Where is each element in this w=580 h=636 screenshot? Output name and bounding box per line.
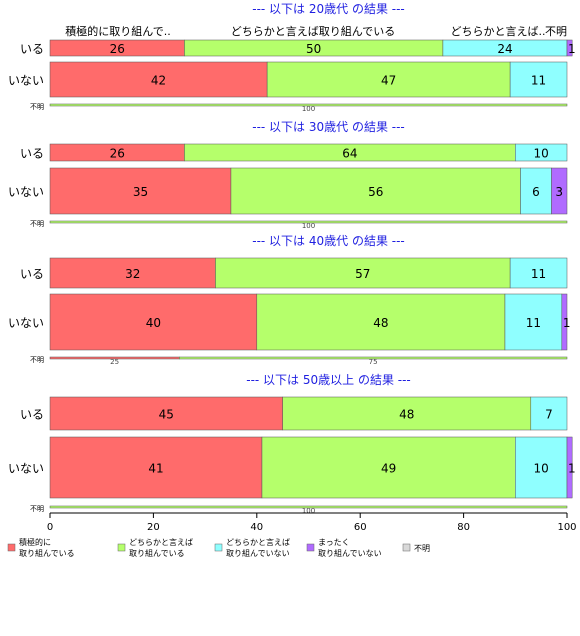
bar-segment bbox=[509, 257, 568, 289]
data-label: 56 bbox=[368, 185, 383, 199]
bar-segment bbox=[504, 293, 563, 351]
data-label: 10 bbox=[534, 147, 549, 161]
bar-segment bbox=[230, 167, 521, 215]
x-tick-label: 60 bbox=[354, 522, 367, 533]
bar-segment bbox=[561, 293, 568, 351]
bar-segment bbox=[49, 293, 258, 351]
row-label: いる bbox=[20, 147, 44, 161]
data-label: 24 bbox=[497, 42, 512, 56]
x-tick-label: 20 bbox=[147, 522, 160, 533]
data-label: 1 bbox=[568, 462, 576, 476]
bar-segment bbox=[266, 61, 511, 98]
data-label: 41 bbox=[148, 462, 163, 476]
top-category-label: どちらかと言えば取り組んでいる bbox=[231, 25, 395, 38]
data-label: 1 bbox=[563, 316, 571, 330]
bar-segment bbox=[256, 293, 506, 351]
data-label: 26 bbox=[110, 42, 125, 56]
data-label: 40 bbox=[146, 316, 161, 330]
bar-segment bbox=[520, 167, 552, 215]
data-label: 7 bbox=[545, 408, 553, 422]
legend-swatch bbox=[214, 543, 223, 552]
bar-segment bbox=[530, 396, 568, 431]
data-label: 57 bbox=[355, 267, 370, 281]
row-label: いない bbox=[8, 185, 44, 199]
row-label: いない bbox=[8, 74, 44, 88]
data-label: 49 bbox=[381, 462, 396, 476]
bar-segment bbox=[49, 220, 568, 224]
row-label: いる bbox=[20, 267, 44, 281]
bar-segment bbox=[551, 167, 568, 215]
bar-segment bbox=[49, 257, 216, 289]
top-category-label: 不明 bbox=[545, 25, 567, 38]
data-label: 25 bbox=[110, 358, 119, 366]
group-title: --- 以下は 20歳代 の結果 --- bbox=[252, 2, 405, 16]
data-label: 10 bbox=[534, 462, 549, 476]
data-label: 35 bbox=[133, 185, 148, 199]
row-label: いる bbox=[20, 408, 44, 422]
bar-segment bbox=[49, 61, 268, 98]
data-label: 45 bbox=[159, 408, 174, 422]
data-label: 42 bbox=[151, 74, 166, 88]
data-label: 100 bbox=[302, 222, 315, 230]
data-label: 64 bbox=[342, 147, 357, 161]
legend-swatch bbox=[117, 543, 126, 552]
bar-segment bbox=[515, 436, 568, 499]
data-label: 6 bbox=[532, 185, 540, 199]
row-label: 不明 bbox=[30, 356, 44, 364]
bar-segment bbox=[282, 396, 532, 431]
bar-segment bbox=[566, 39, 573, 57]
legend-label: 積極的に取り組んでいる bbox=[19, 537, 75, 558]
data-label: 1 bbox=[568, 42, 576, 56]
group-title: --- 以下は 50歳以上 の結果 --- bbox=[246, 373, 411, 387]
row-label: いない bbox=[8, 316, 44, 330]
row-label: いる bbox=[20, 42, 44, 56]
x-tick-label: 100 bbox=[557, 522, 576, 533]
legend-label: まったく取り組んでいない bbox=[318, 538, 382, 558]
bar-segment bbox=[49, 505, 568, 509]
top-category-label: 積極的に取り組んで.. bbox=[65, 24, 170, 38]
group-title: --- 以下は 40歳代 の結果 --- bbox=[252, 234, 405, 248]
data-label: 50 bbox=[306, 42, 321, 56]
legend-label: 不明 bbox=[414, 544, 430, 553]
legend-swatch bbox=[7, 543, 16, 552]
data-label: 100 bbox=[302, 507, 315, 515]
data-label: 48 bbox=[373, 316, 388, 330]
data-label: 11 bbox=[531, 267, 546, 281]
legend-label: どちらかと言えば取り組んでいる bbox=[129, 537, 193, 558]
data-label: 75 bbox=[369, 358, 378, 366]
bar-segment bbox=[261, 436, 516, 499]
bar-segment bbox=[515, 143, 568, 162]
top-category-label: どちらかと言えば.. bbox=[451, 25, 546, 38]
data-label: 100 bbox=[302, 105, 315, 113]
data-label: 32 bbox=[125, 267, 140, 281]
bar-segment bbox=[179, 356, 568, 360]
legend-swatch bbox=[306, 543, 315, 552]
row-label: 不明 bbox=[30, 103, 44, 111]
x-tick-label: 0 bbox=[47, 522, 53, 533]
bar-segment bbox=[215, 257, 511, 289]
row-label: いない bbox=[8, 462, 44, 476]
row-label: 不明 bbox=[30, 505, 44, 513]
row-label: 不明 bbox=[30, 220, 44, 228]
data-label: 3 bbox=[555, 185, 563, 199]
group-title: --- 以下は 30歳代 の結果 --- bbox=[252, 120, 405, 134]
data-label: 47 bbox=[381, 74, 396, 88]
data-label: 11 bbox=[531, 74, 546, 88]
bar-segment bbox=[49, 396, 283, 431]
data-label: 11 bbox=[526, 316, 541, 330]
legend-swatch bbox=[402, 543, 411, 552]
x-tick-label: 80 bbox=[457, 522, 470, 533]
bar-segment bbox=[49, 103, 568, 107]
bar-segment bbox=[49, 436, 263, 499]
data-label: 26 bbox=[110, 147, 125, 161]
bar-segment bbox=[509, 61, 568, 98]
legend-label: どちらかと言えば取り組んでいない bbox=[226, 537, 290, 558]
bar-segment bbox=[566, 436, 573, 499]
data-label: 48 bbox=[399, 408, 414, 422]
x-tick-label: 40 bbox=[250, 522, 263, 533]
